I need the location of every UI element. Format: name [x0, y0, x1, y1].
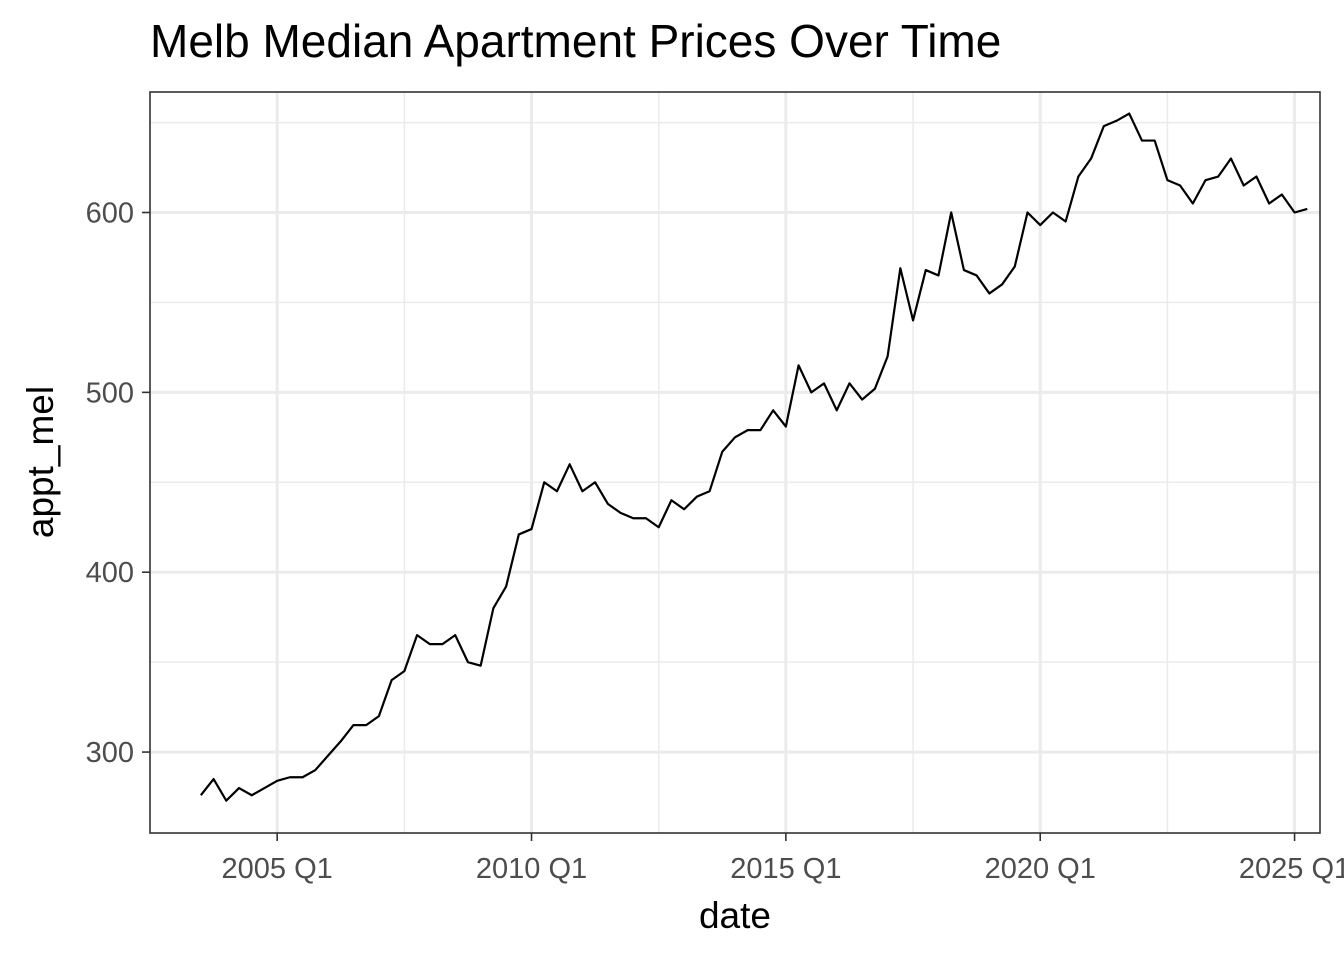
y-axis-title: appt_mel	[20, 386, 61, 538]
y-tick-label: 600	[86, 198, 134, 230]
x-tick-label: 2015 Q1	[730, 853, 841, 885]
series-line	[200, 112, 1308, 802]
y-axis: 300 400 500 600	[86, 198, 150, 769]
x-tick-label: 2025 Q1	[1239, 853, 1344, 885]
y-tick-label: 500	[86, 377, 134, 409]
x-tick-label: 2020 Q1	[985, 853, 1096, 885]
x-axis-title: date	[699, 895, 771, 936]
x-axis: 2005 Q1 2010 Q1 2015 Q1 2020 Q1 2025 Q1	[222, 833, 1344, 885]
x-tick-label: 2010 Q1	[476, 853, 587, 885]
series-layer	[200, 112, 1308, 802]
x-tick-label: 2005 Q1	[222, 853, 333, 885]
y-tick-label: 400	[86, 557, 134, 589]
y-tick-label: 300	[86, 737, 134, 769]
panel-border	[149, 91, 1321, 834]
chart-title: Melb Median Apartment Prices Over Time	[150, 15, 1001, 67]
grid	[149, 92, 1320, 833]
